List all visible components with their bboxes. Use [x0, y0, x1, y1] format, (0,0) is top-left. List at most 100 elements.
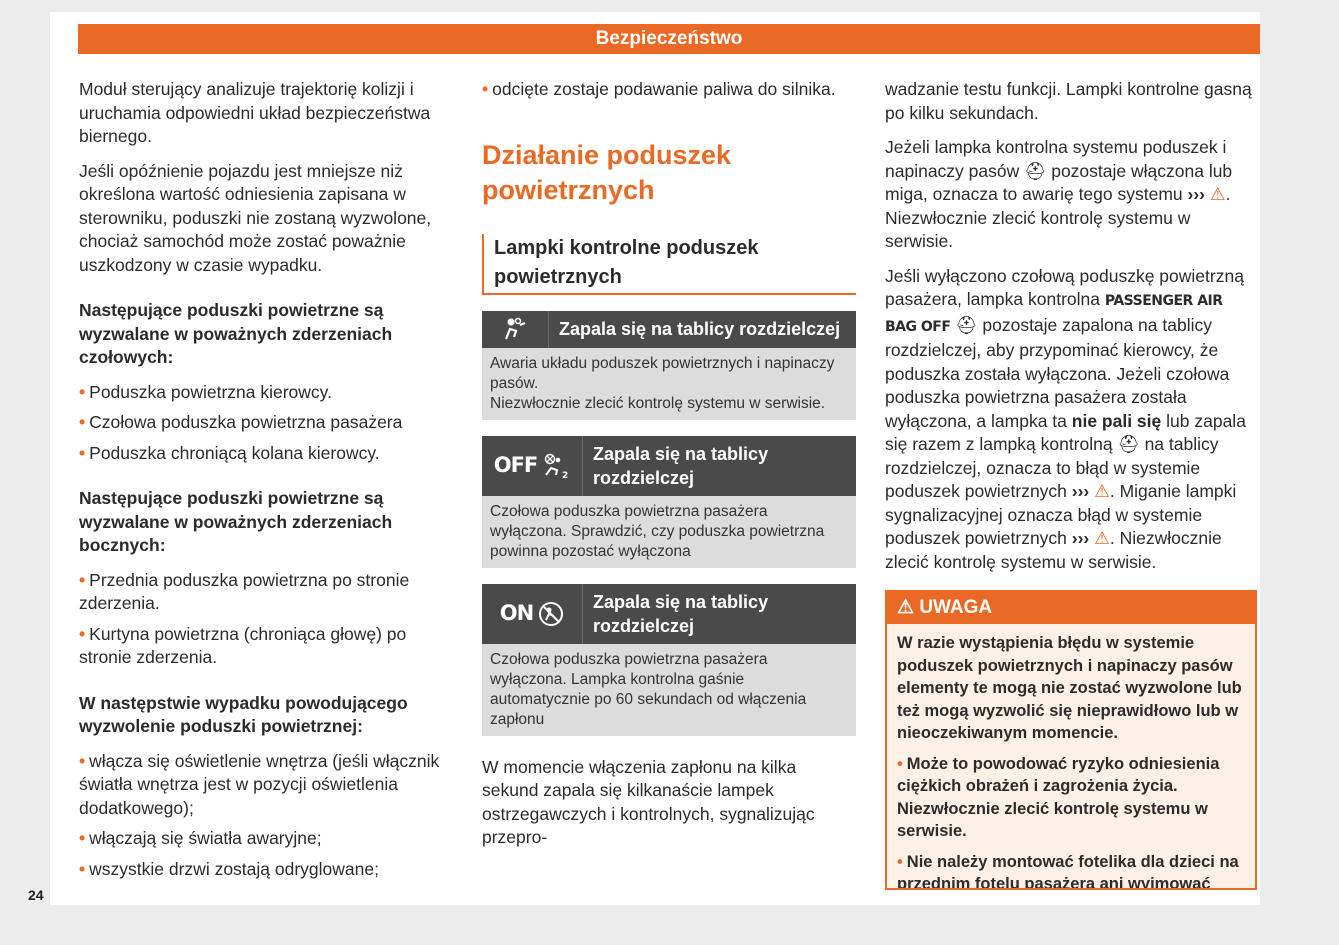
list-item-text: włączają się światła awaryjne;: [89, 828, 322, 848]
list-item: • włączają się światła awaryjne;: [79, 827, 451, 851]
bullet-icon: •: [79, 381, 86, 402]
passenger-airbag-off-icon: OFF 2: [482, 435, 583, 496]
table-header-text: Zapala się na tablicy rozdzielczej: [593, 443, 769, 488]
text: . Miganie lampki sygnalizacyjnej oznacza…: [885, 481, 1237, 548]
list-item-text: wszystkie drzwi zostają odryglowane;: [89, 858, 379, 879]
side-airbags-list: • Przednia poduszka powietrzna po stronie…: [79, 569, 451, 670]
list-item-text: Poduszka chroniącą kolana kierowcy.: [89, 442, 380, 463]
text: pozostaje włączona lub miga, oznacza to …: [885, 160, 1233, 205]
bullet-icon: •: [897, 852, 903, 871]
paragraph: Jeśli wyłączono czołową poduszkę powietr…: [885, 265, 1257, 575]
warning-body: W razie wystąpienia błędu w systemie pod…: [887, 624, 1255, 890]
list-item-text: Kurtyna powietrzna (chroniąca głowę) po …: [79, 623, 407, 668]
table-header-text: Zapala się na tablicy rozdzielczej: [559, 319, 841, 339]
bullet-icon: •: [79, 569, 86, 590]
section-title: Działanie poduszek powietrznych: [482, 139, 732, 205]
cross-reference-arrow-icon[interactable]: ›››: [1071, 481, 1090, 501]
paragraph: wadzanie testu funkcji. Lampki kontrolne…: [885, 79, 1252, 123]
bullet-icon: •: [79, 442, 86, 463]
svg-text:2: 2: [562, 471, 568, 479]
text: . Niezwłocznie zlecić kontrolę systemu w…: [885, 184, 1231, 251]
list-heading: Następujące poduszki powietrzne są wyzwa…: [79, 300, 393, 367]
bullet-icon: •: [79, 750, 86, 771]
cross-reference-arrow-icon[interactable]: ›››: [1187, 184, 1206, 204]
bullet-icon: •: [79, 623, 86, 644]
passenger-airbag-on-table: ON Zapala się na tablicy rozdzielczej Cz…: [482, 583, 856, 736]
list-item-text: włącza się oświetlenie wnętrza (jeśli wł…: [79, 750, 440, 818]
table-text: Czołowa poduszka powietrzna pasażera wył…: [490, 650, 807, 728]
warning-header: ⚠ UWAGA: [887, 592, 1255, 624]
frontal-airbags-list: • Poduszka powietrzna kierowcy. • Czołowa …: [79, 381, 451, 466]
passenger-airbag-off-label: PASSENGER AIR BAG OFF: [885, 293, 1223, 335]
list-item-text: Przednia poduszka powietrzna po stronie …: [79, 569, 410, 614]
list-item: • Nie należy montować fotelika dla dzieci…: [897, 851, 1245, 890]
warning-triangle-icon[interactable]: ⚠: [1209, 184, 1226, 204]
page-number: 24: [28, 887, 44, 903]
bullet-icon: •: [897, 754, 903, 773]
table-text: Niezwłocznie zlecić kontrolę systemu w s…: [490, 394, 826, 412]
paragraph: W momencie włączenia zapłonu na kilka se…: [482, 756, 815, 848]
text: Jeżeli lampka kontrolna systemu poduszek…: [885, 137, 1227, 181]
bullet-icon: •: [79, 828, 86, 848]
table-body: Awaria układu poduszek powietrznych i na…: [482, 347, 856, 420]
airbag-warning-icon: ⛑: [1117, 434, 1140, 454]
airbag-warning-icon: [482, 310, 549, 348]
table-text: Czołowa poduszka powietrzna pasażera wył…: [490, 502, 825, 560]
table-body: Czołowa poduszka powietrzna pasażera wył…: [482, 495, 856, 568]
warning-box: ⚠ UWAGA W razie wystąpienia błędu w syst…: [885, 590, 1257, 890]
warning-text: W razie wystąpienia błędu w systemie pod…: [897, 634, 1242, 742]
warning-lamp-table: Zapala się na tablicy rozdzielczej Awari…: [482, 310, 856, 420]
list-heading: Następujące poduszki powietrzne są wyzwa…: [79, 488, 393, 555]
list-item-text: Nie należy montować fotelika dla dzieci …: [897, 852, 1239, 890]
table-header: Zapala się na tablicy rozdzielczej: [482, 310, 856, 348]
list-item: • Poduszka powietrzna kierowcy.: [79, 381, 451, 405]
column-3: wadzanie testu funkcji. Lampki kontrolne…: [885, 78, 1257, 890]
table-header: ON Zapala się na tablicy rozdzielczej: [482, 583, 856, 644]
column-2: • odcięte zostaje podawanie paliwa do sil…: [482, 78, 856, 861]
list-item: • Kurtyna powietrzna (chroniąca głowę) po…: [79, 623, 451, 670]
bullet-icon: •: [482, 79, 489, 99]
list-item: • włącza się oświetlenie wnętrza (jeśli w…: [79, 750, 451, 821]
warning-title: UWAGA: [919, 597, 993, 618]
text: . Niezwłocznie zlecić kontrolę systemu w…: [885, 528, 1222, 572]
list-item: • Czołowa poduszka powietrzna pasażera: [79, 411, 451, 435]
icon-label: OFF: [493, 452, 539, 477]
list-item-text: odcięte zostaje podawanie paliwa do siln…: [492, 79, 836, 99]
passenger-airbag-off-icon: ⛑: [955, 314, 978, 335]
section-header: Bezpieczeństwo: [78, 24, 1260, 54]
bold-text: nie pali się: [1071, 410, 1162, 431]
list-item: • odcięte zostaje podawanie paliwa do sil…: [482, 78, 856, 102]
list-item-text: Może to powodować ryzyko odniesienia cię…: [897, 754, 1220, 841]
list-heading: W następstwie wypadku powodującego wyzwo…: [79, 692, 408, 737]
text: pozostaje zapalona na tablicy rozdzielcz…: [885, 314, 1230, 431]
passenger-airbag-on-icon: ON: [482, 583, 583, 644]
warning-triangle-icon: ⚠: [897, 597, 915, 618]
bullet-icon: •: [79, 858, 86, 879]
cross-reference-arrow-icon[interactable]: ›››: [1071, 528, 1090, 548]
bullet-icon: •: [79, 412, 86, 432]
icon-label: ON: [499, 600, 534, 625]
text: Jeśli wyłączono czołową poduszkę powietr…: [885, 265, 1244, 310]
table-header: OFF 2 Zapala się na tablicy rozdzielczej: [482, 435, 856, 496]
warning-triangle-icon[interactable]: ⚠: [1094, 481, 1110, 501]
list-item: • Przednia poduszka powietrzna po stronie…: [79, 569, 451, 616]
subsection-title: Lampki kontrolne poduszek powietrznych: [482, 233, 856, 295]
column-1: Moduł sterujący analizuje trajektorię ko…: [79, 78, 451, 888]
paragraph: Jeżeli lampka kontrolna systemu poduszek…: [885, 136, 1257, 254]
list-item-text: Czołowa poduszka powietrzna pasażera: [89, 412, 403, 432]
table-body: Czołowa poduszka powietrzna pasażera wył…: [482, 643, 856, 736]
table-text: Awaria układu poduszek powietrznych i na…: [490, 354, 835, 392]
text: na tablicy rozdzielczej, oznacza to błąd…: [885, 434, 1219, 501]
list-item: • Poduszka chroniącą kolana kierowcy.: [79, 442, 451, 466]
after-accident-list: • włącza się oświetlenie wnętrza (jeśli w…: [79, 750, 451, 882]
list-item: • Może to powodować ryzyko odniesienia ci…: [897, 753, 1245, 843]
text: lub zapala się razem z lampką kontrolną: [885, 410, 1246, 455]
paragraph: Moduł sterujący analizuje trajektorię ko…: [79, 79, 431, 146]
list-item-text: Poduszka powietrzna kierowcy.: [89, 381, 332, 402]
passenger-airbag-off-table: OFF 2 Zapala się na tablicy rozdzielczej…: [482, 435, 856, 568]
airbag-warning-icon: ⛑: [1024, 160, 1047, 181]
warning-triangle-icon[interactable]: ⚠: [1094, 528, 1110, 548]
list-item: • wszystkie drzwi zostają odryglowane;: [79, 858, 451, 882]
paragraph: Jeśli opóźnienie pojazdu jest mniejsze n…: [79, 160, 432, 275]
table-header-text: Zapala się na tablicy rozdzielczej: [593, 591, 769, 636]
